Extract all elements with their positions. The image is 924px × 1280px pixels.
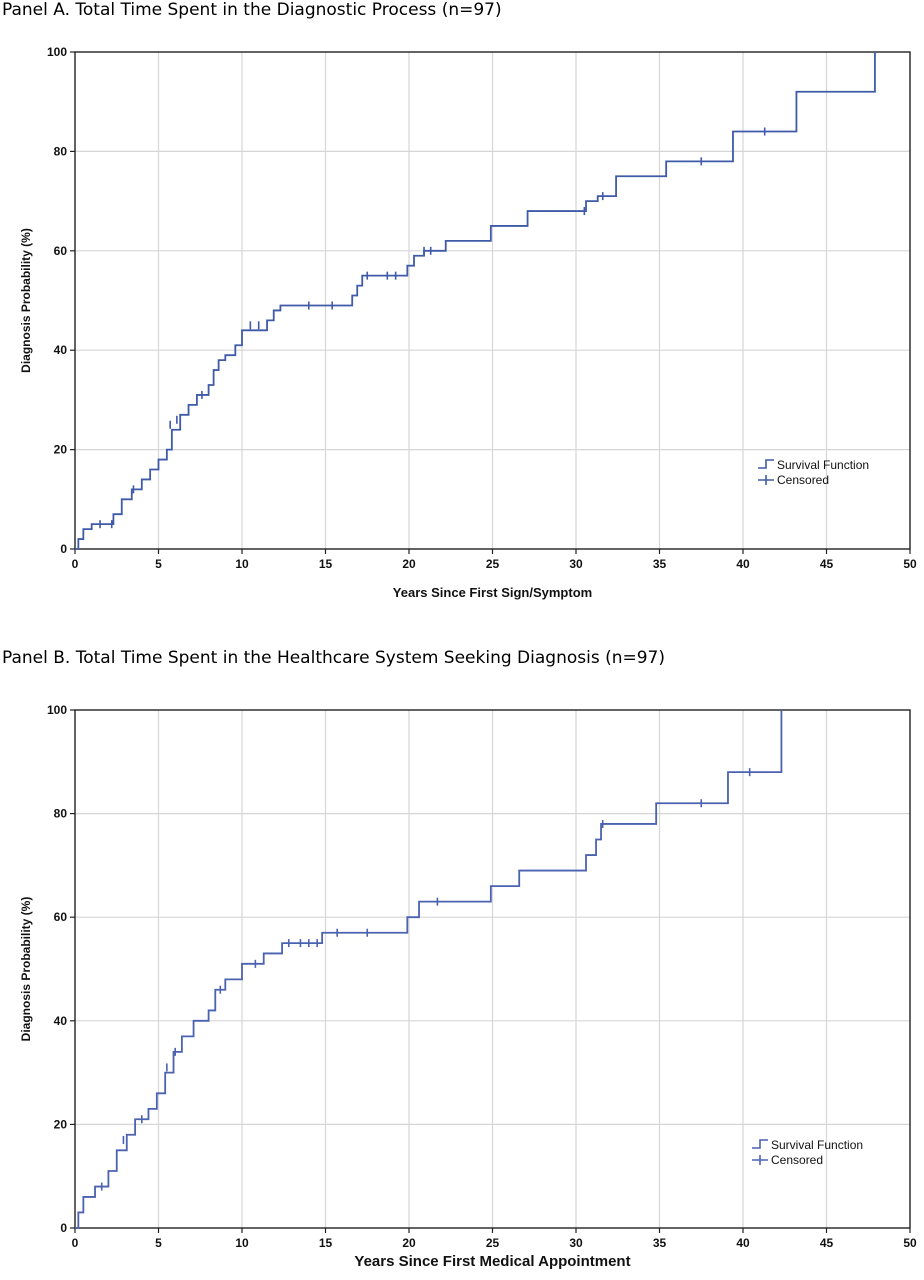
x-tick-label: 15 (319, 557, 333, 571)
x-tick-label: 5 (155, 1236, 162, 1250)
x-tick-label: 20 (402, 557, 416, 571)
x-tick-label: 30 (569, 557, 583, 571)
x-tick-label: 10 (235, 1236, 249, 1250)
survival-function-line (75, 710, 783, 1229)
legend-censored-swatch (752, 1155, 768, 1165)
x-tick-label: 0 (72, 557, 79, 571)
y-tick-label: 40 (54, 343, 68, 357)
legend-survival-label: Survival Function (777, 458, 869, 472)
y-tick-label: 100 (47, 45, 67, 59)
legend-survival-swatch (752, 1139, 768, 1149)
x-tick-label: 25 (486, 557, 500, 571)
legend-survival-swatch (758, 459, 774, 469)
x-tick-label: 50 (903, 1236, 917, 1250)
y-tick-label: 80 (54, 144, 68, 158)
x-tick-label: 35 (653, 1236, 667, 1250)
y-tick-label: 60 (54, 910, 68, 924)
legend-censored-swatch (758, 475, 774, 485)
x-tick-label: 45 (820, 1236, 834, 1250)
y-tick-label: 0 (60, 542, 67, 556)
x-tick-label: 10 (235, 557, 249, 571)
y-tick-label: 0 (60, 1221, 67, 1235)
y-axis-label: Diagnosis Probability (%) (19, 228, 33, 373)
legend-censored-label: Censored (777, 473, 829, 487)
x-tick-label: 15 (319, 1236, 333, 1250)
y-axis-label: Diagnosis Probability (%) (19, 897, 33, 1042)
x-tick-label: 50 (903, 557, 917, 571)
x-tick-label: 20 (402, 1236, 416, 1250)
y-tick-label: 80 (54, 807, 68, 821)
x-tick-label: 25 (486, 1236, 500, 1250)
panel-a-title: Panel A. Total Time Spent in the Diagnos… (2, 0, 502, 20)
y-tick-label: 60 (54, 244, 68, 258)
x-tick-label: 40 (736, 1236, 750, 1250)
x-tick-label: 30 (569, 1236, 583, 1250)
x-tick-label: 5 (155, 557, 162, 571)
panel-b-title: Panel B. Total Time Spent in the Healthc… (2, 648, 665, 668)
x-tick-label: 45 (820, 557, 834, 571)
x-tick-label: 0 (72, 1236, 79, 1250)
x-axis-label: Years Since First Medical Appointment (354, 1253, 630, 1270)
survival-function-line (75, 52, 876, 550)
y-tick-label: 20 (54, 443, 68, 457)
legend-survival-label: Survival Function (771, 1138, 863, 1152)
x-tick-label: 35 (653, 557, 667, 571)
y-tick-label: 100 (47, 703, 67, 717)
legend-censored-label: Censored (771, 1153, 823, 1167)
y-tick-label: 40 (54, 1014, 68, 1028)
y-tick-label: 20 (54, 1117, 68, 1131)
panel-a-chart: 0 5 10 15 20 25 30 35 40 45 50 0 20 40 60 80 100 Years Si… (19, 45, 917, 600)
panel-b-chart: 0 5 10 15 20 25 30 35 40 45 50 0 20 40 60 80 100 Years Si… (19, 703, 917, 1270)
x-tick-label: 40 (736, 557, 750, 571)
x-axis-label: Years Since First Sign/Symptom (393, 585, 592, 600)
